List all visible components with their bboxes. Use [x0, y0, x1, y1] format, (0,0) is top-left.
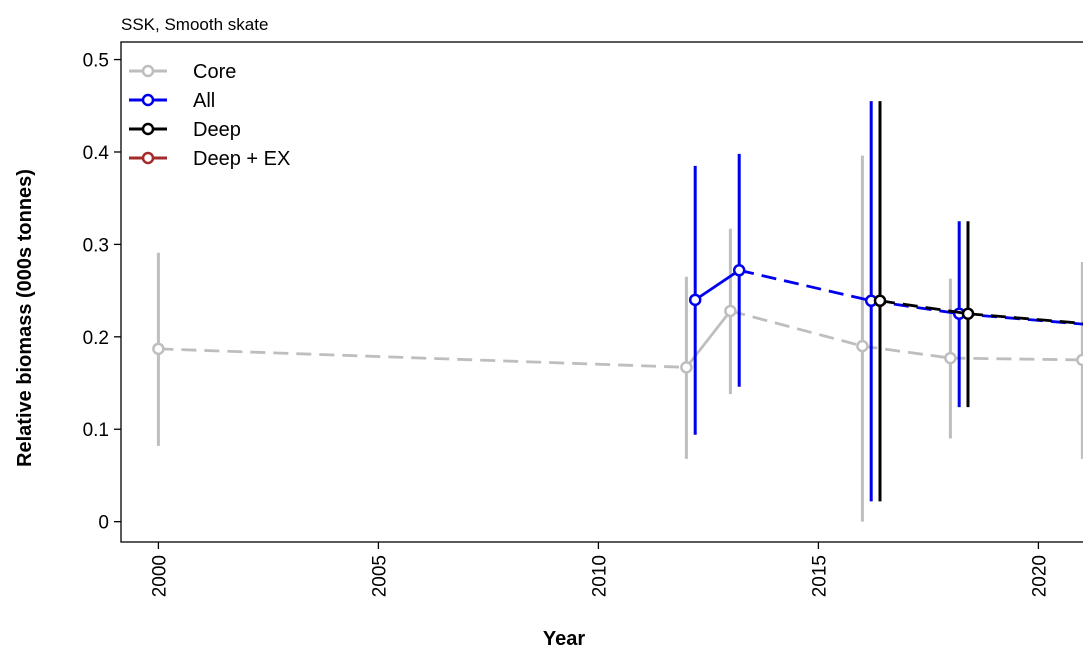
y-tick-label: 0: [98, 513, 109, 534]
data-point: [688, 293, 702, 307]
data-point: [961, 307, 975, 320]
legend-label: All: [193, 90, 215, 112]
legend-label: Core: [193, 61, 236, 83]
data-point: [732, 264, 746, 277]
legend-swatch-point: [141, 151, 155, 165]
legend-swatch-point: [141, 64, 155, 78]
legend-swatch-point: [141, 122, 155, 136]
legend-item: Core: [129, 61, 236, 83]
data-point: [724, 304, 737, 318]
series-deep: [873, 101, 1083, 502]
x-tick-label: 2005: [369, 555, 390, 597]
series-segment: [730, 309, 863, 348]
series-segment: [950, 356, 1083, 362]
x-tick-label: 2020: [1029, 555, 1050, 597]
legend-label: Deep + EX: [193, 148, 290, 170]
data-point: [680, 361, 693, 374]
y-axis: 0 0.1 0.2 0.3 0.4 0.5: [83, 51, 121, 534]
legend-item: Deep: [129, 119, 241, 141]
y-tick-label: 0.2: [83, 328, 109, 349]
data-point: [856, 339, 869, 353]
plot-frame: [120, 41, 1083, 543]
y-tick-label: 0.4: [83, 143, 110, 164]
x-tick-label: 2000: [149, 555, 170, 597]
y-axis-title: Relative biomass (000s tonnes): [14, 169, 36, 467]
x-tick-label: 2015: [809, 555, 830, 597]
x-axis: 2000 2005 2010 2015 2020: [149, 542, 1050, 597]
x-tick-label: 2010: [589, 555, 610, 597]
series-all: [688, 101, 1083, 502]
data-point: [873, 294, 887, 308]
series-segment: [738, 268, 872, 303]
data-point: [1076, 353, 1083, 367]
series-segment: [158, 347, 687, 369]
legend-swatch-point: [141, 93, 155, 107]
legend-label: Deep: [193, 119, 241, 141]
series-segment: [862, 344, 951, 360]
legend: Core All Deep Deep + EX: [129, 61, 290, 170]
y-tick-label: 0.1: [83, 420, 109, 441]
legend-item: All: [129, 90, 215, 112]
series-segment: [879, 299, 969, 316]
series-segment: [694, 269, 740, 302]
y-tick-label: 0.3: [83, 235, 109, 256]
data-point: [152, 342, 165, 356]
chart-title: SSK, Smooth skate: [121, 15, 268, 34]
legend-item: Deep + EX: [129, 148, 290, 170]
series-layer: [152, 101, 1083, 522]
series-segment: [685, 310, 732, 369]
y-tick-label: 0.5: [83, 51, 109, 72]
x-axis-title: Year: [543, 628, 585, 650]
data-point: [944, 351, 957, 365]
series-core: [152, 155, 1083, 522]
